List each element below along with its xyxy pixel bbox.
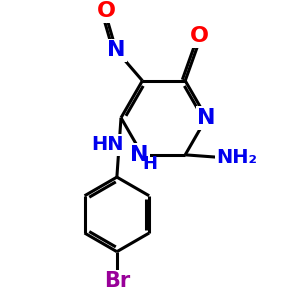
- Text: Br: Br: [104, 271, 130, 291]
- Text: O: O: [97, 1, 116, 21]
- Text: N: N: [130, 145, 148, 165]
- Text: N: N: [197, 108, 216, 128]
- Text: HN: HN: [91, 135, 124, 154]
- Text: N: N: [107, 40, 125, 60]
- Text: O: O: [190, 26, 208, 46]
- Text: H: H: [142, 155, 158, 173]
- Text: NH₂: NH₂: [216, 148, 257, 167]
